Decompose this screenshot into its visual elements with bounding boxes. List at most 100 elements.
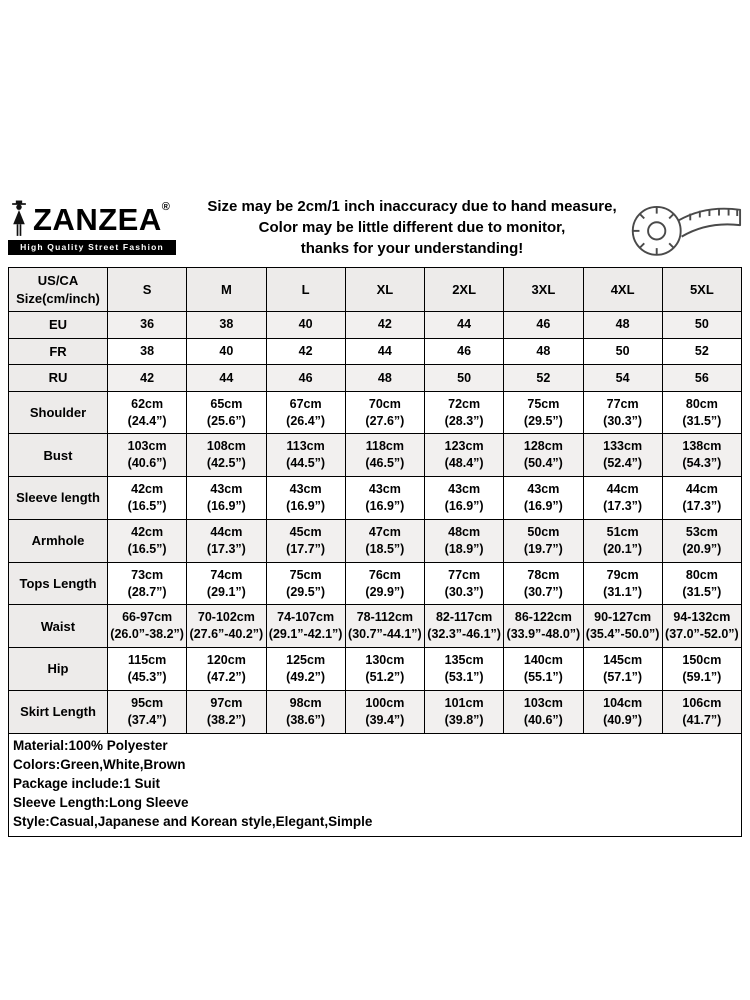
size-cell: 100cm (39.4”) — [344, 689, 426, 734]
size-column-header: 4XL — [582, 266, 663, 313]
size-cell: 62cm (24.4”) — [106, 390, 188, 435]
size-cell: 44 — [423, 311, 505, 339]
size-table-row: RU 42 44 46 48 50 52 54 56 — [8, 364, 743, 392]
size-cell: 128cm (50.4”) — [503, 433, 584, 478]
size-column-header: L — [265, 266, 346, 313]
size-cell: 56 — [661, 364, 743, 392]
size-cell: 94-132cm (37.0”-52.0”) — [661, 604, 743, 649]
size-cell: 36 — [106, 311, 188, 339]
size-cell: 48 — [582, 311, 663, 339]
size-cell: 90-127cm (35.4”-50.0”) — [582, 604, 663, 649]
size-cell: 54 — [582, 364, 663, 392]
size-column-header: 2XL — [423, 266, 505, 313]
size-cell: 66-97cm (26.0”-38.2”) — [106, 604, 188, 649]
size-cell: 48cm (18.9”) — [423, 518, 505, 563]
details-box: Material:100% Polyester Colors:Green,Whit… — [8, 733, 742, 837]
size-table-row: EU 36 38 40 42 44 46 48 50 — [8, 311, 743, 339]
size-cell: 50 — [661, 311, 743, 339]
detail-line: Style:Casual,Japanese and Korean style,E… — [13, 813, 373, 829]
size-table-row: Sleeve length 42cm (16.5”) 43cm (16.9”) 43c… — [8, 476, 743, 520]
size-cell: 42cm (16.5”) — [106, 476, 188, 520]
size-cell: 123cm (48.4”) — [423, 433, 505, 478]
size-cell: 38 — [186, 311, 267, 339]
size-cell: 43cm (16.9”) — [423, 476, 505, 520]
size-cell: 43cm (16.9”) — [344, 476, 426, 520]
notice-line-3: thanks for your understanding! — [300, 240, 524, 257]
row-label: EU — [8, 311, 108, 339]
detail-line: Material:100% Polyester — [13, 737, 168, 753]
size-cell: 97cm (38.2”) — [186, 689, 267, 734]
size-cell: 80cm (31.5”) — [661, 561, 743, 606]
size-table-row: Armhole 42cm (16.5”) 44cm (17.3”) 45cm (17.… — [8, 518, 743, 563]
size-cell: 44 — [186, 364, 267, 392]
size-cell: 115cm (45.3”) — [106, 647, 188, 691]
size-cell: 75cm (29.5”) — [265, 561, 346, 606]
brand-name: ZANZEA® — [33, 200, 171, 237]
size-column-header: M — [186, 266, 267, 313]
size-cell: 43cm (16.9”) — [186, 476, 267, 520]
measure-notice: Size may be 2cm/1 inch inaccuracy due to… — [200, 196, 624, 259]
size-cell: 150cm (59.1”) — [661, 647, 743, 691]
size-column-header: 3XL — [503, 266, 584, 313]
detail-line: Package include:1 Suit — [13, 775, 161, 791]
brand-block: ZANZEA® High Quality Street Fashion — [8, 200, 200, 255]
size-cell: 47cm (18.5”) — [344, 518, 426, 563]
size-table: US/CA Size(cm/inch) S M L XL 2XL 3XL 4XL 5XL EU 3… — [8, 266, 743, 734]
detail-line: Sleeve Length:Long Sleeve — [13, 794, 189, 810]
size-cell: 78-112cm (30.7”-44.1”) — [344, 604, 426, 649]
size-cell: 106cm (41.7”) — [661, 689, 743, 734]
size-cell: 38 — [106, 337, 188, 366]
size-table-row: Skirt Length 95cm (37.4”) 97cm (38.2”) 98cm… — [8, 689, 743, 734]
row-label: FR — [8, 337, 108, 366]
size-cell: 79cm (31.1”) — [582, 561, 663, 606]
size-cell: 78cm (30.7”) — [503, 561, 584, 606]
size-cell: 50cm (19.7”) — [503, 518, 584, 563]
row-label: Tops Length — [8, 561, 108, 606]
size-cell: 44cm (17.3”) — [661, 476, 743, 520]
size-column-header: S — [106, 266, 188, 313]
size-column-header: 5XL — [661, 266, 743, 313]
measuring-tape-icon — [631, 205, 742, 256]
size-cell: 51cm (20.1”) — [582, 518, 663, 563]
size-cell: 98cm (38.6”) — [265, 689, 346, 734]
size-cell: 76cm (29.9”) — [344, 561, 426, 606]
size-cell: 40 — [186, 337, 267, 366]
size-cell: 43cm (16.9”) — [265, 476, 346, 520]
size-cell: 108cm (42.5”) — [186, 433, 267, 478]
size-cell: 118cm (46.5”) — [344, 433, 426, 478]
size-chart-page: ZANZEA® High Quality Street Fashion Size… — [8, 196, 743, 837]
size-cell: 72cm (28.3”) — [423, 390, 505, 435]
size-cell: 140cm (55.1”) — [503, 647, 584, 691]
size-cell: 103cm (40.6”) — [106, 433, 188, 478]
notice-line-1: Size may be 2cm/1 inch inaccuracy due to… — [207, 198, 617, 215]
size-cell: 65cm (25.6”) — [186, 390, 267, 435]
size-table-body: EU 36 38 40 42 44 46 48 50 FR 38 40 42 44 46 48 50 52 RU 42… — [8, 311, 743, 734]
size-cell: 74-107cm (29.1”-42.1”) — [265, 604, 346, 649]
row-label: Armhole — [8, 518, 108, 563]
size-cell: 133cm (52.4”) — [582, 433, 663, 478]
size-cell: 42 — [106, 364, 188, 392]
size-cell: 101cm (39.8”) — [423, 689, 505, 734]
size-cell: 44cm (17.3”) — [186, 518, 267, 563]
size-cell: 42cm (16.5”) — [106, 518, 188, 563]
size-cell: 40 — [265, 311, 346, 339]
size-table-row: Hip 115cm (45.3”) 120cm (47.2”) 125cm (49.2… — [8, 647, 743, 691]
row-label: RU — [8, 364, 108, 392]
size-cell: 74cm (29.1”) — [186, 561, 267, 606]
size-cell: 48 — [344, 364, 426, 392]
size-table-row: Bust 103cm (40.6”) 108cm (42.5”) 113cm (44.… — [8, 433, 743, 478]
row-label: Bust — [8, 433, 108, 478]
size-cell: 48 — [503, 337, 584, 366]
size-column-header: XL — [344, 266, 426, 313]
row-label: Shoulder — [8, 390, 108, 435]
size-cell: 44cm (17.3”) — [582, 476, 663, 520]
row-label: Hip — [8, 647, 108, 691]
size-cell: 77cm (30.3”) — [582, 390, 663, 435]
size-table-row: Waist 66-97cm (26.0”-38.2”) 70-102cm (27.6… — [8, 604, 743, 649]
size-table-row: FR 38 40 42 44 46 48 50 52 — [8, 337, 743, 366]
size-cell: 42 — [265, 337, 346, 366]
size-cell: 52 — [661, 337, 743, 366]
size-table-corner-label: US/CA Size(cm/inch) — [8, 266, 108, 313]
size-cell: 95cm (37.4”) — [106, 689, 188, 734]
woman-silhouette-icon — [12, 200, 26, 236]
